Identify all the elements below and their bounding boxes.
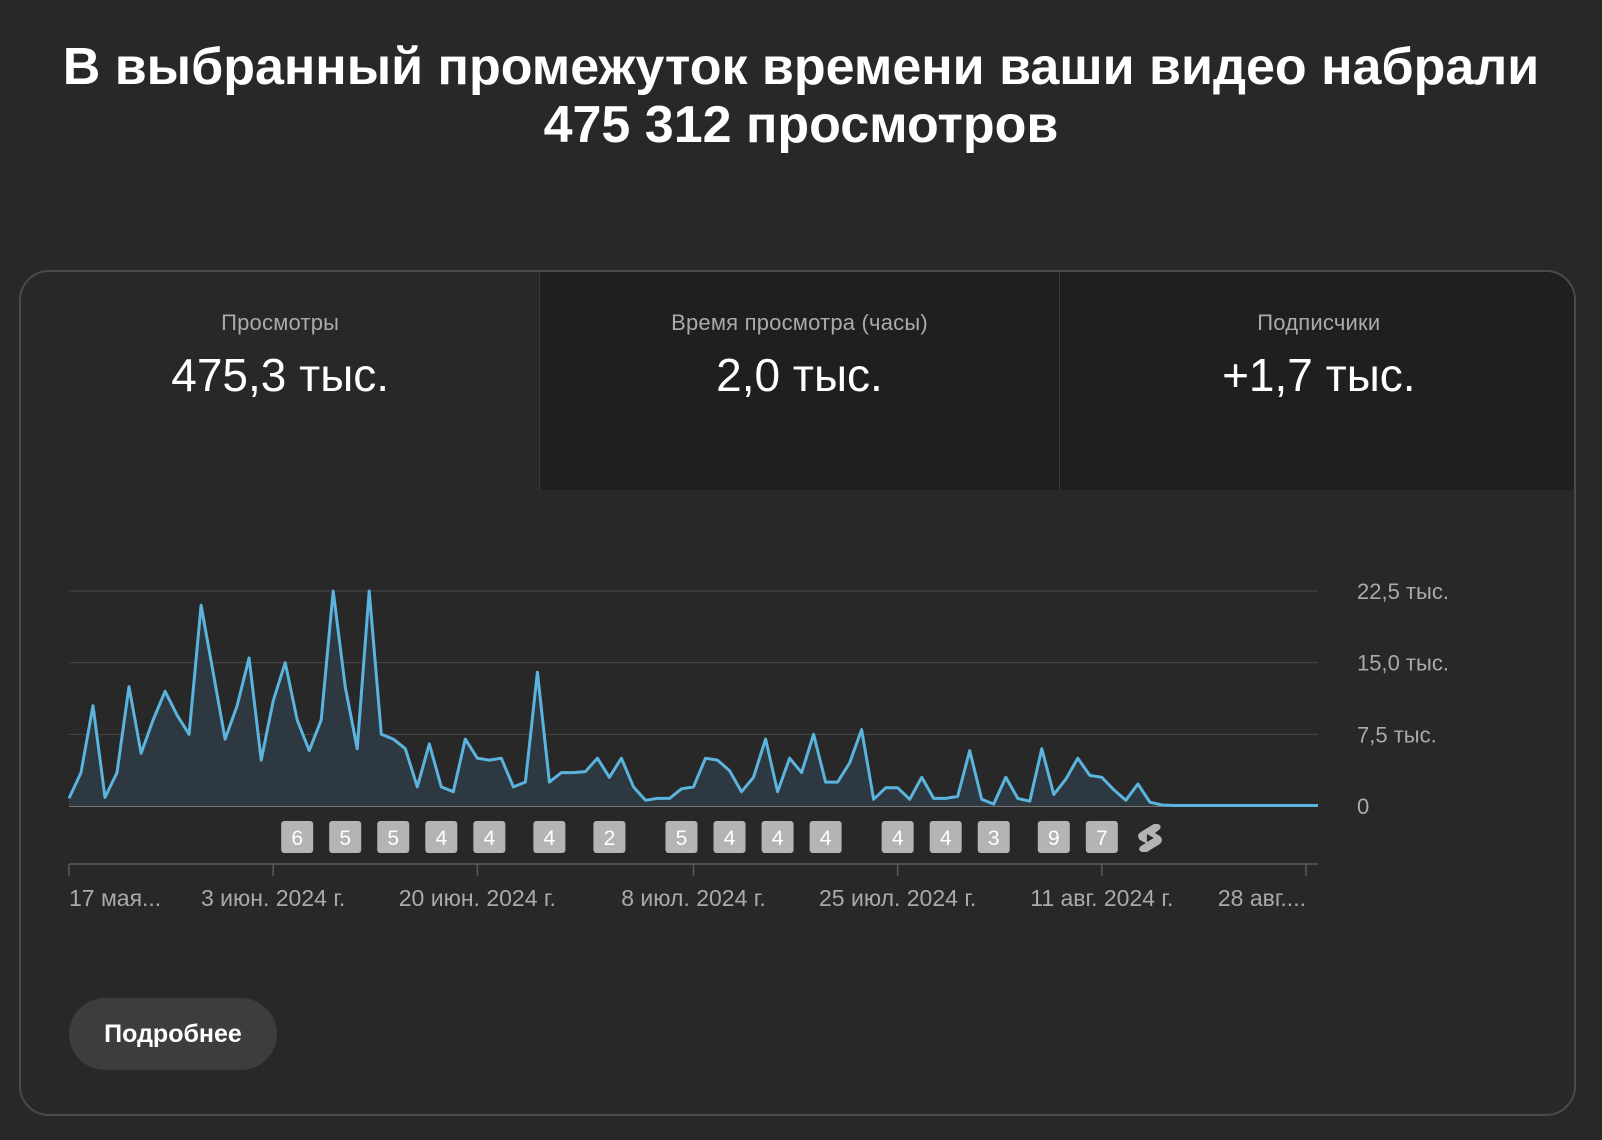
tab-subscribers[interactable]: Подписчики +1,7 тыс. [1058,272,1574,490]
upload-marker [713,821,746,853]
upload-marker [281,821,314,853]
upload-marker [533,821,566,853]
tab-watch-time[interactable]: Время просмотра (часы) 2,0 тыс. [539,272,1059,490]
upload-marker-count: 5 [387,827,399,850]
y-tick-label: 15,0 тыс. [1357,651,1449,676]
tab-watch-time-value: 2,0 тыс. [716,349,883,401]
upload-marker-count: 5 [676,827,688,850]
x-tick-label: 11 авг. 2024 г. [1030,885,1173,911]
tab-subscribers-value: +1,7 тыс. [1222,349,1416,401]
x-tick-label: 25 июл. 2024 г. [819,885,976,911]
upload-marker-count: 4 [724,827,736,850]
upload-marker-count: 4 [892,827,904,850]
x-tick-label: 8 июл. 2024 г. [621,885,766,911]
headline-line-2: 475 312 просмотров [543,96,1059,154]
tab-subscribers-label: Подписчики [1257,310,1381,335]
upload-marker-count: 3 [988,827,1000,850]
x-tick-label: 28 авг.... [1218,885,1306,911]
upload-marker-count: 4 [544,827,556,850]
upload-marker-count: 4 [483,827,495,850]
tab-watch-time-label: Время просмотра (часы) [671,310,928,335]
upload-marker-count: 6 [291,827,303,850]
more-details-button[interactable]: Подробнее [69,998,277,1070]
tab-views-label: Просмотры [221,310,340,335]
upload-marker [329,821,362,853]
upload-marker [1037,821,1070,853]
views-chart: 0 7,5 тыс. 15,0 тыс. 22,5 тыс. 6 5 5 4 4 4 2 5 4 4 4 4 4… [67,579,1449,911]
upload-marker-count: 4 [820,827,832,850]
upload-marker [473,821,506,853]
upload-marker [1085,821,1118,853]
upload-marker-count: 9 [1048,827,1060,850]
y-tick-label: 22,5 тыс. [1357,579,1449,604]
upload-marker-count: 5 [339,827,351,850]
tab-views[interactable]: Просмотры 475,3 тыс. [21,272,539,490]
upload-marker-count: 4 [940,827,952,850]
upload-marker [977,821,1010,853]
views-line [67,589,1318,807]
x-tick-label: 3 июн. 2024 г. [201,885,345,911]
upload-marker-count: 4 [435,827,447,850]
upload-marker [425,821,458,853]
analytics-card: Просмотры 475,3 тыс. Время просмотра (ча… [19,270,1576,1116]
y-tick-label: 7,5 тыс. [1357,722,1437,747]
shorts-icon-play [1146,834,1154,842]
upload-marker [761,821,794,853]
upload-marker-count: 7 [1096,827,1108,850]
upload-marker [665,821,698,853]
headline-line-1: В выбранный промежуток времени ваши виде… [62,38,1540,96]
metric-tabs: Просмотры 475,3 тыс. Время просмотра (ча… [21,272,1574,490]
upload-marker [881,821,914,853]
x-tick-label: 20 июн. 2024 г. [399,885,556,911]
upload-marker-count: 4 [772,827,784,850]
tab-views-value: 475,3 тыс. [171,349,390,401]
upload-marker [377,821,410,853]
page-headline: В выбранный промежуток времени ваши виде… [30,38,1572,154]
views-area [69,591,1318,806]
upload-marker [593,821,626,853]
x-tick-label: 17 мая... [69,885,161,911]
upload-marker [809,821,842,853]
y-tick-label: 0 [1357,794,1369,819]
upload-marker-count: 2 [604,827,616,850]
shorts-icon [1138,824,1162,852]
upload-marker [929,821,962,853]
